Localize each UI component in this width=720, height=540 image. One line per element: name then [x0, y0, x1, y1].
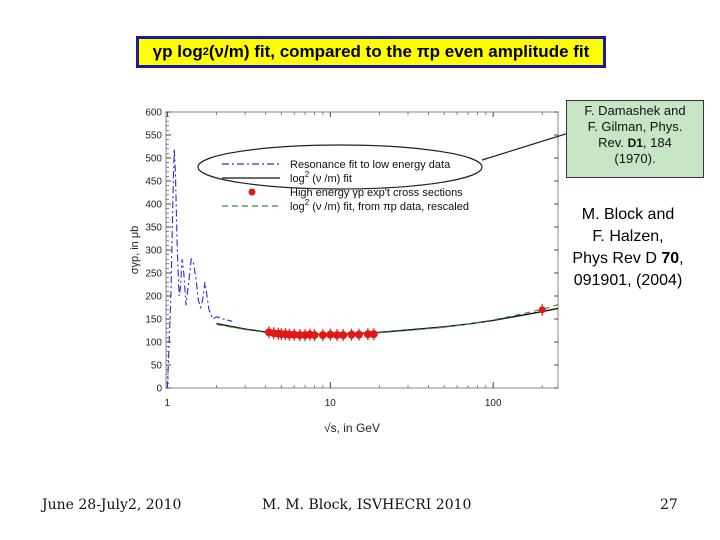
- y-tick-label: 300: [145, 246, 162, 257]
- axes-layer: 0 50 100 150 200 250 300 350 400 450 500 550 600 1 10 1…: [145, 108, 558, 409]
- ref-line3-post: ,: [679, 250, 684, 267]
- callout-small-line3-pre: Rev.: [598, 135, 628, 150]
- footer-date: June 28-July2, 2010: [42, 497, 182, 513]
- x-tick-label: 10: [325, 398, 337, 409]
- plot-frame: [165, 111, 559, 389]
- legend-marker: [248, 188, 256, 196]
- footer-page-number: 27: [660, 497, 678, 513]
- legend-label: Resonance fit to low energy data: [290, 159, 451, 171]
- ref-line1: M. Block and: [581, 206, 675, 223]
- ref-line4: 091901, (2004): [573, 272, 683, 289]
- y-tick-label: 450: [145, 177, 162, 188]
- callout-small-line1: F. Damashek and: [584, 103, 686, 118]
- callout-small-line3: Rev. D1, 184: [567, 135, 703, 151]
- legend-label: log2 (ν /m) fit: [290, 170, 352, 185]
- title-text-part1: γp log: [152, 42, 203, 61]
- y-tick-label: 0: [156, 384, 162, 395]
- reference-callout-damashek: F. Damashek and F. Gilman, Phys. Rev. D1…: [566, 100, 704, 178]
- y-tick-label: 250: [145, 269, 162, 280]
- ref-line2: F. Halzen,: [592, 228, 664, 245]
- legend-highlight-ellipse: [197, 144, 483, 190]
- ref-line3-pre: Phys Rev D: [572, 250, 662, 267]
- series-line-0: [166, 148, 233, 389]
- y-tick-label: 600: [145, 108, 162, 119]
- ref-line3: Phys Rev D 70,: [556, 248, 700, 270]
- x-tick-label: 1: [165, 398, 171, 409]
- footer-author: M. M. Block, ISVHECRI 2010: [262, 497, 472, 513]
- y-tick-label: 400: [145, 200, 162, 211]
- legend-label: log2 (ν /m) fit, from πp data, rescaled: [290, 198, 469, 213]
- callout-small-line4: (1970).: [614, 151, 656, 166]
- title-superscript: 2: [202, 46, 209, 58]
- y-axis-label: σγp, in μb: [129, 226, 141, 275]
- callout-small-line3-bold: D1: [627, 136, 643, 150]
- points-layer: [264, 303, 546, 342]
- callout-small-line2: F. Gilman, Phys.: [587, 119, 683, 134]
- x-tick-label: 100: [485, 398, 502, 409]
- y-tick-label: 150: [145, 315, 162, 326]
- title-text-part2: (ν/m) fit, compared to the πp even ampli…: [208, 42, 590, 61]
- slide-title: γp log 2 (ν/m) fit, compared to the πp eve…: [136, 36, 606, 68]
- y-tick-label: 200: [145, 292, 162, 303]
- y-tick-label: 500: [145, 154, 162, 165]
- y-tick-label: 350: [145, 223, 162, 234]
- y-tick-label: 550: [145, 131, 162, 142]
- reference-block-block-halzen: M. Block and F. Halzen, Phys Rev D 70, 0…: [556, 204, 700, 292]
- y-tick-label: 50: [151, 361, 163, 372]
- callout-small-line3-post: , 184: [642, 135, 672, 150]
- legend-label: High energy γp exp't cross sections: [290, 187, 463, 199]
- ref-line3-bold: 70: [661, 250, 680, 267]
- y-tick-label: 100: [145, 338, 162, 349]
- x-axis-label: √s, in GeV: [324, 421, 380, 435]
- callout-leader-line: [481, 131, 573, 161]
